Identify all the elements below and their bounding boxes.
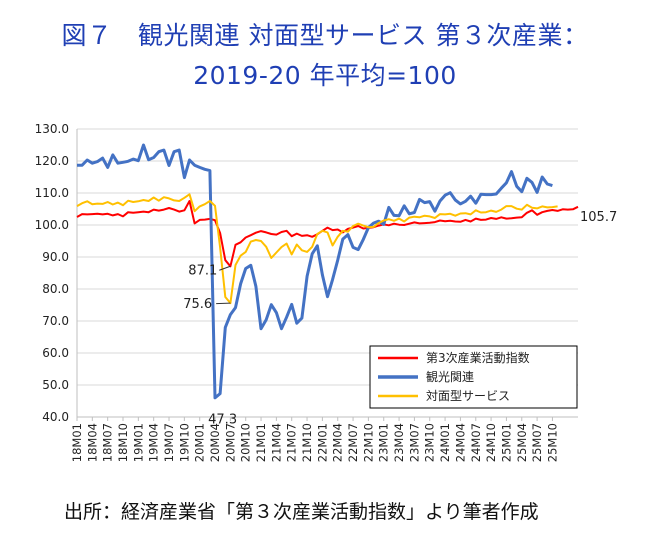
annotation-leader bbox=[219, 265, 231, 271]
x-tick-label: 20M04 bbox=[208, 423, 222, 462]
x-tick-label: 21M01 bbox=[254, 423, 268, 462]
x-tick-label: 22M07 bbox=[346, 423, 360, 462]
series-line bbox=[76, 193, 558, 305]
x-tick-label: 23M07 bbox=[407, 423, 421, 462]
annotation-blue-min: 47.3 bbox=[208, 413, 237, 428]
legend-label: 第3次産業活動指数 bbox=[426, 350, 530, 365]
legend-label: 対面型サービス bbox=[426, 389, 510, 403]
x-tick-label: 22M04 bbox=[331, 423, 345, 462]
x-tick-label: 23M01 bbox=[377, 423, 391, 462]
x-tick-label: 25M10 bbox=[545, 423, 559, 462]
x-tick-label: 18M04 bbox=[85, 423, 99, 462]
annotation-yellow-min: 75.6 bbox=[183, 297, 212, 312]
y-tick-label: 80.0 bbox=[42, 282, 69, 296]
source-note: 出所：経済産業省「第３次産業活動指数」より筆者作成 bbox=[64, 501, 539, 523]
x-tick-label: 18M10 bbox=[116, 423, 130, 462]
y-tick-label: 120.0 bbox=[35, 154, 69, 168]
x-tick-label: 19M04 bbox=[147, 423, 161, 462]
x-tick-label: 18M01 bbox=[70, 423, 84, 462]
y-tick-label: 70.0 bbox=[42, 314, 69, 328]
legend-label: 観光関連 bbox=[426, 370, 474, 384]
x-tick-label: 21M04 bbox=[269, 423, 283, 462]
x-tick-label: 25M07 bbox=[530, 423, 544, 462]
x-tick-label: 23M04 bbox=[392, 423, 406, 462]
annotation-red-min: 87.1 bbox=[188, 263, 217, 278]
y-tick-label: 100.0 bbox=[35, 218, 69, 232]
x-tick-label: 23M10 bbox=[423, 423, 437, 462]
annotation-red-last: 105.7 bbox=[580, 210, 617, 225]
x-tick-label: 18M07 bbox=[101, 423, 115, 462]
x-tick-label: 25M04 bbox=[515, 423, 529, 462]
chart-title-line1: 図７ 観光関連 対面型サービス 第３次産業： bbox=[61, 21, 589, 50]
y-tick-label: 130.0 bbox=[35, 122, 69, 136]
series-line bbox=[77, 143, 553, 400]
x-tick-label: 22M10 bbox=[361, 423, 375, 462]
x-tick-label: 20M07 bbox=[223, 423, 237, 462]
annotation-blue-last: 112.3 bbox=[582, 0, 619, 4]
x-tick-label: 24M10 bbox=[484, 423, 498, 462]
y-tick-label: 110.0 bbox=[35, 186, 69, 200]
chart-title-line2: 2019-20 年平均=100 bbox=[193, 61, 457, 90]
x-tick-label: 20M10 bbox=[239, 423, 253, 462]
y-tick-label: 60.0 bbox=[42, 346, 69, 360]
x-tick-label: 21M10 bbox=[300, 423, 314, 462]
x-tick-label: 25M01 bbox=[499, 423, 513, 462]
x-tick-label: 24M07 bbox=[469, 423, 483, 462]
x-tick-label: 19M01 bbox=[131, 423, 145, 462]
y-tick-label: 40.0 bbox=[42, 410, 69, 424]
y-tick-label: 90.0 bbox=[42, 250, 69, 264]
x-tick-label: 19M07 bbox=[162, 423, 176, 462]
series-line bbox=[76, 200, 579, 268]
y-tick-label: 50.0 bbox=[42, 378, 69, 392]
x-tick-label: 24M04 bbox=[453, 423, 467, 462]
x-tick-label: 22M01 bbox=[315, 423, 329, 462]
x-tick-label: 20M01 bbox=[193, 423, 207, 462]
annotation-yellow-last: 105.8 bbox=[580, 0, 617, 4]
x-tick-label: 19M10 bbox=[177, 423, 191, 462]
annotation-leader bbox=[216, 302, 231, 305]
x-tick-label: 24M01 bbox=[438, 423, 452, 462]
x-tick-label: 21M07 bbox=[285, 423, 299, 462]
